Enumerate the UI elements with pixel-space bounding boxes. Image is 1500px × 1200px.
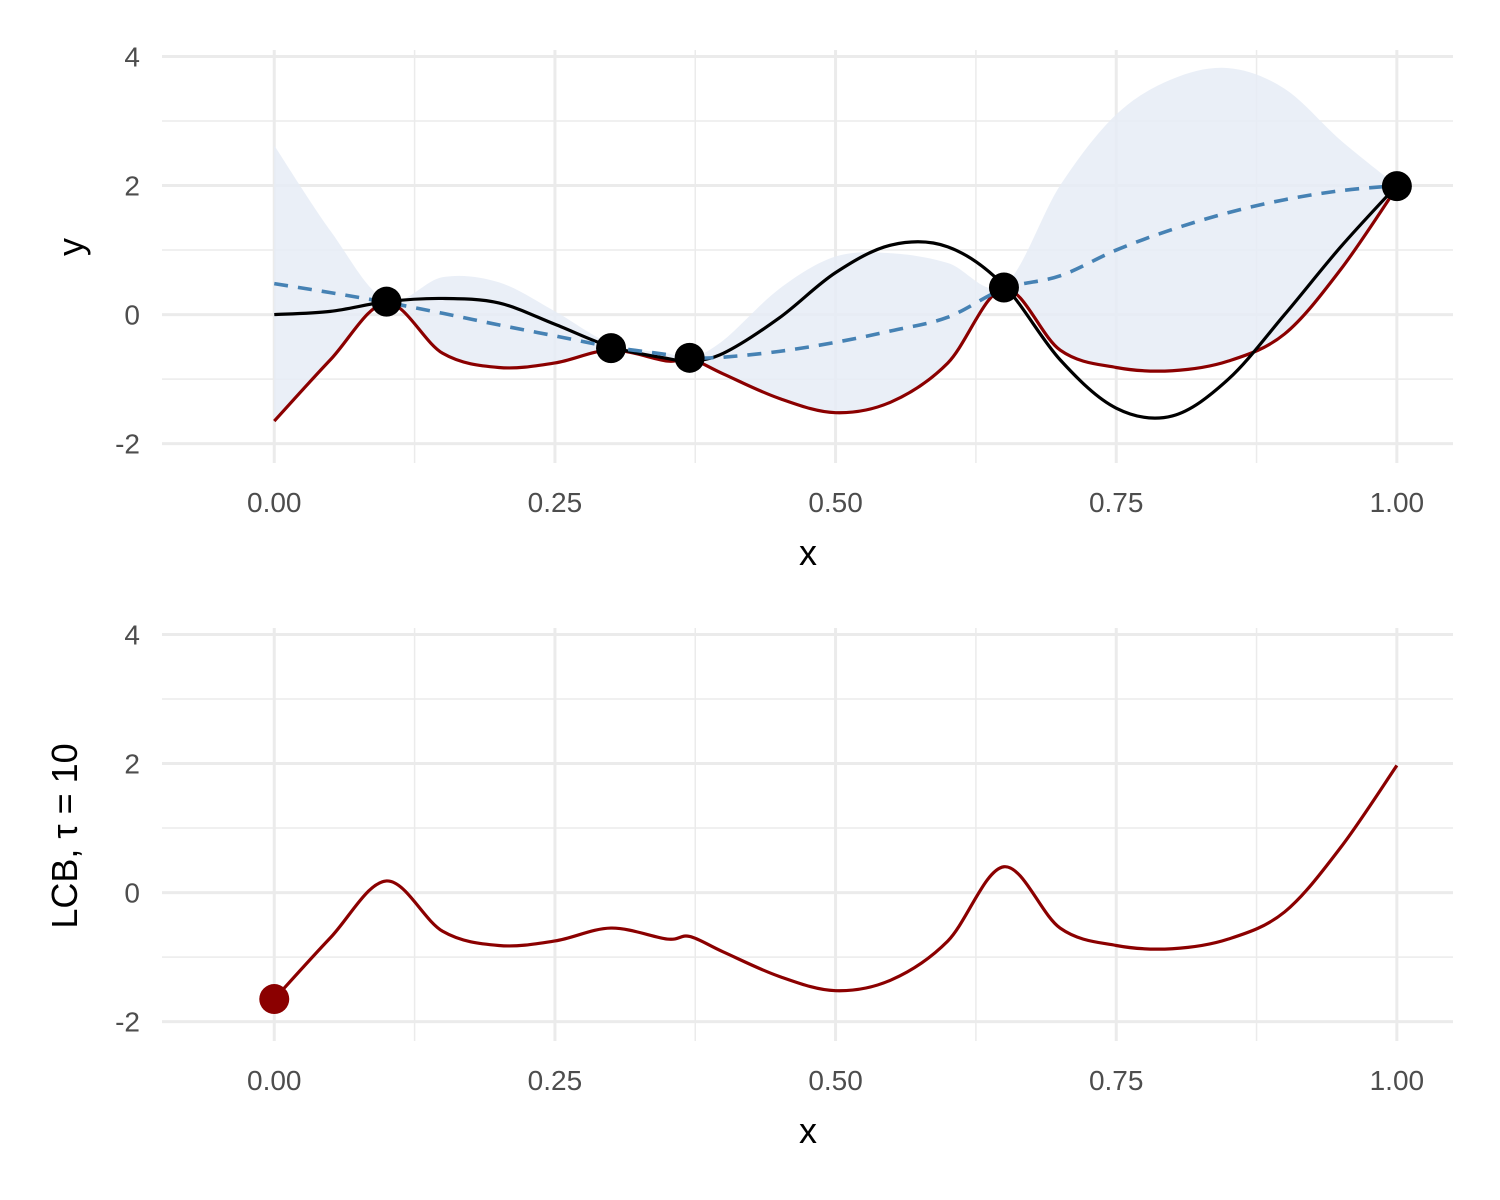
observation-point (596, 333, 627, 364)
uncertainty-band (274, 67, 1397, 422)
y-tick-label: 2 (124, 171, 140, 202)
top-panel: 0.00 0.25 0.50 0.75 1.00 -2 0 2 4 x y (50, 41, 1453, 573)
observation-point (371, 286, 402, 317)
x-tick-label: 0.25 (528, 487, 583, 518)
y-tick-label: 0 (124, 878, 140, 909)
x-tick-label: 1.00 (1370, 487, 1425, 518)
top-panel-y-axis-title: y (50, 238, 91, 256)
x-tick-label: 1.00 (1370, 1065, 1425, 1096)
top-panel-x-axis-title: x (799, 532, 817, 573)
y-tick-label: -2 (115, 429, 140, 460)
x-tick-label: 0.00 (247, 487, 302, 518)
lcb-minimum-point (259, 984, 290, 1015)
observation-point (674, 342, 705, 373)
bottom-panel: 0.00 0.25 0.50 0.75 1.00 -2 0 2 4 x LCB, τ = 10 (44, 619, 1453, 1151)
y-tick-label: 4 (124, 619, 140, 650)
x-tick-label: 0.75 (1089, 487, 1144, 518)
bottom-panel-grid (162, 628, 1453, 1041)
y-tick-label: 2 (124, 749, 140, 780)
truth-line (274, 184, 1399, 420)
bottom-panel-ticks: 0.00 0.25 0.50 0.75 1.00 -2 0 2 4 (115, 619, 1424, 1096)
lcb-line (273, 764, 1399, 1001)
y-tick-label: 0 (124, 300, 140, 331)
y-tick-label: -2 (115, 1007, 140, 1038)
x-tick-label: 0.00 (247, 1065, 302, 1096)
x-tick-label: 0.25 (528, 1065, 583, 1096)
observation-point (988, 272, 1019, 303)
top-panel-ticks: 0.00 0.25 0.50 0.75 1.00 -2 0 2 4 (115, 41, 1424, 518)
x-tick-label: 0.50 (808, 487, 863, 518)
bottom-panel-y-axis-title: LCB, τ = 10 (44, 743, 85, 928)
bottom-panel-x-axis-title: x (799, 1110, 817, 1151)
bottom-panel-plot-area (259, 764, 1399, 1015)
lcb-line (273, 186, 1399, 423)
x-tick-label: 0.50 (808, 1065, 863, 1096)
x-tick-label: 0.75 (1089, 1065, 1144, 1096)
y-tick-label: 4 (124, 41, 140, 72)
top-panel-plot-area (273, 67, 1412, 423)
mean-line (273, 183, 1398, 360)
observation-point (1381, 171, 1412, 202)
